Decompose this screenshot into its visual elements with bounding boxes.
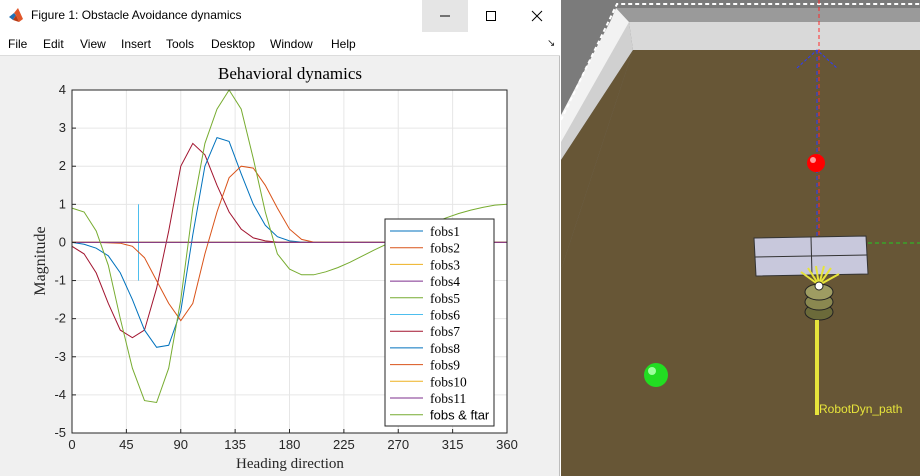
menu-tools[interactable]: Tools	[166, 37, 195, 51]
simulation-view[interactable]: RobotDyn_path	[561, 0, 920, 476]
x-tick-label: 315	[442, 437, 464, 452]
chart-title: Behavioral dynamics	[218, 64, 362, 83]
legend-label: fobs5	[430, 291, 460, 306]
menu-desktop[interactable]: Desktop	[211, 37, 256, 51]
figure-window: Figure 1: Obstacle Avoidance dynamics Fi…	[0, 0, 560, 476]
legend-label: fobs4	[430, 274, 460, 289]
plot-area: 0 45 90 135 180 225 270 315 360 -5 -4 -3 -2 -1 0 1 2 3 4 B…	[32, 64, 518, 472]
y-tick-label: 0	[59, 234, 66, 249]
y-tick-label: 4	[59, 82, 66, 97]
x-tick-label: 90	[174, 437, 188, 452]
maximize-icon	[486, 11, 496, 21]
close-icon	[531, 10, 543, 22]
y-tick-label: -5	[54, 425, 66, 440]
legend-label: fobs7	[430, 324, 460, 339]
series-line-fobs8	[71, 136, 507, 348]
menu-insert[interactable]: Insert	[121, 37, 152, 51]
x-tick-label: 270	[387, 437, 409, 452]
x-axis-label: Heading direction	[236, 456, 344, 472]
left-wall-face	[561, 22, 633, 160]
x-tick-label: 225	[333, 437, 355, 452]
y-axis-label: Magnitude	[32, 226, 49, 295]
y-tick-label: -2	[54, 311, 66, 326]
back-wall-face	[629, 22, 920, 50]
legend-label: fobs10	[430, 374, 467, 389]
y-tick-label: -3	[54, 349, 66, 364]
legend-label: fobs1	[430, 224, 460, 239]
minimize-button[interactable]	[422, 0, 468, 32]
y-tick-label: 1	[59, 196, 66, 211]
minimize-icon	[440, 15, 450, 17]
robot-icon[interactable]	[800, 265, 840, 321]
series-line-fobs9	[72, 165, 507, 322]
y-tick-label: 2	[59, 158, 66, 173]
legend-label: fobs2	[430, 241, 460, 256]
red-target-icon[interactable]	[807, 154, 825, 172]
x-tick-label: 180	[279, 437, 301, 452]
window-title: Figure 1: Obstacle Avoidance dynamics	[31, 8, 242, 22]
menu-file[interactable]: File	[8, 37, 28, 51]
legend-label: fobs6	[430, 308, 460, 323]
green-target-icon[interactable]	[644, 363, 668, 387]
axis-ticks: 0 45 90 135 180 225 270 315 360 -5 -4 -3 -2 -1 0 1 2 3 4	[54, 82, 517, 452]
legend-box	[384, 218, 495, 427]
close-button[interactable]	[514, 0, 560, 32]
menu-bar: File Edit View Insert Tools Desktop Wind…	[0, 32, 560, 56]
x-tick-label: 135	[224, 437, 246, 452]
menu-edit[interactable]: Edit	[43, 37, 64, 51]
maximize-button[interactable]	[468, 0, 514, 32]
x-tick-label: 360	[496, 437, 518, 452]
legend-label: fobs3	[430, 257, 460, 272]
scene-canvas	[561, 0, 920, 476]
legend-label: fobs8	[430, 341, 460, 356]
y-tick-label: -4	[54, 387, 66, 402]
legend-label: fobs11	[430, 391, 466, 406]
matlab-logo-icon	[9, 8, 23, 22]
y-tick-label: -1	[54, 273, 66, 288]
x-tick-label: 45	[119, 437, 133, 452]
menu-view[interactable]: View	[80, 37, 106, 51]
y-tick-label: 3	[59, 120, 66, 135]
legend-label: fobs & ftar	[430, 408, 490, 423]
legend-label: fobs9	[430, 358, 460, 373]
x-tick-label: 0	[68, 437, 75, 452]
title-bar: Figure 1: Obstacle Avoidance dynamics	[0, 0, 560, 32]
dock-arrow-icon[interactable]: ↘	[547, 38, 556, 49]
menu-window[interactable]: Window	[270, 37, 313, 51]
robot-path-label: RobotDyn_path	[819, 402, 903, 416]
menu-help[interactable]: Help	[331, 37, 356, 51]
